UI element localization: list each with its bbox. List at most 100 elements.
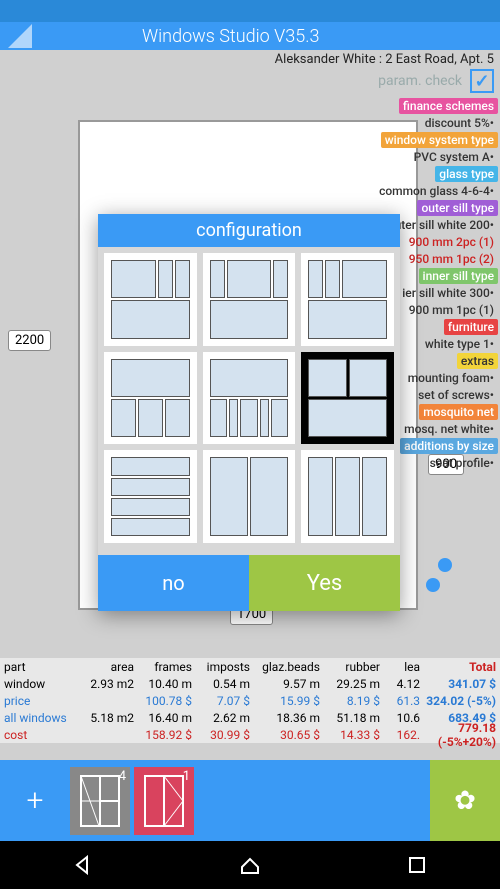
table-header: frames <box>134 660 192 674</box>
option-category-pill[interactable]: furniture <box>444 319 498 335</box>
pane-icon <box>210 399 228 437</box>
pane-icon <box>325 260 340 298</box>
table-cell: 158.92 $ <box>134 728 192 742</box>
status-bar <box>0 0 500 22</box>
table-cell: 30.99 $ <box>192 728 250 742</box>
customer-info: Aleksander White : 2 East Road, Apt. 5 <box>0 50 500 67</box>
table-cell: 29.25 m <box>320 677 380 691</box>
table-cell: 51.18 m <box>320 711 380 725</box>
pane-icon <box>362 457 387 536</box>
thumb-count: 4 <box>119 769 126 784</box>
bottom-toolbar: + 4 1 ✿ <box>0 760 500 841</box>
option-value-line: common glass 4-6-4• <box>328 183 498 199</box>
table-cell: 10.40 m <box>134 677 192 691</box>
table-cell: 0.54 m <box>192 677 250 691</box>
table-cell: 14.33 $ <box>320 728 380 742</box>
config-option[interactable] <box>301 253 394 346</box>
config-option[interactable] <box>104 450 197 543</box>
recent-icon[interactable] <box>405 853 429 877</box>
pane-icon <box>240 399 258 437</box>
config-option[interactable] <box>104 253 197 346</box>
android-nav-bar <box>0 841 500 889</box>
add-window-button[interactable]: + <box>0 760 70 841</box>
pane-icon <box>210 359 289 397</box>
pane-icon <box>229 399 238 437</box>
option-category-pill[interactable]: inner sill type <box>419 268 498 284</box>
pane-icon <box>210 260 225 298</box>
option-category-pill[interactable]: extras <box>457 353 498 369</box>
pane-icon <box>165 399 190 437</box>
config-option[interactable] <box>301 450 394 543</box>
pane-icon <box>111 260 156 298</box>
table-header: glaz.beads <box>250 660 320 674</box>
pane-icon <box>271 399 289 437</box>
pane-icon <box>260 399 269 437</box>
config-option[interactable] <box>203 253 296 346</box>
table-cell: 4.12 <box>380 677 420 691</box>
pane-icon <box>308 457 333 536</box>
pane-icon <box>308 260 323 298</box>
pane-icon <box>111 359 190 397</box>
pane-icon <box>210 300 289 338</box>
table-cell: 10.6 <box>380 711 420 725</box>
table-header: area <box>76 660 134 674</box>
table-cell: 324.02 (-5%) <box>420 694 496 708</box>
config-option[interactable] <box>203 352 296 445</box>
config-option[interactable] <box>301 352 394 445</box>
pane-icon <box>227 260 272 298</box>
pane-icon <box>335 457 360 536</box>
option-category-pill[interactable]: window system type <box>381 132 498 148</box>
pane-icon <box>175 260 190 298</box>
config-option[interactable] <box>104 352 197 445</box>
option-category-pill[interactable]: additions by size <box>400 438 498 454</box>
table-row: price100.78 $7.07 $15.99 $8.19 $61.3324.… <box>0 692 500 709</box>
window-thumb-1[interactable]: 4 <box>70 767 130 835</box>
table-header: rubber <box>320 660 380 674</box>
table-header: part <box>4 660 76 674</box>
home-icon[interactable] <box>238 853 262 877</box>
table-cell: 341.07 $ <box>420 677 496 691</box>
option-category-pill[interactable]: glass type <box>435 166 498 182</box>
pane-icon <box>273 260 288 298</box>
table-row: window2.93 m210.40 m0.54 m9.57 m29.25 m4… <box>0 675 500 692</box>
yes-button[interactable]: Yes <box>249 555 400 611</box>
table-cell: cost <box>4 728 76 742</box>
configuration-grid <box>98 247 400 549</box>
back-icon[interactable] <box>71 853 95 877</box>
config-option[interactable] <box>203 450 296 543</box>
table-header: imposts <box>192 660 250 674</box>
option-category-pill[interactable]: outer sill type <box>417 200 498 216</box>
settings-flower-button[interactable]: ✿ <box>430 760 500 841</box>
table-cell: 18.36 m <box>250 711 320 725</box>
table-cell: 779.18 (-5%+20%) <box>420 721 496 749</box>
dimension-height[interactable]: 2200 <box>8 330 51 351</box>
table-cell: 9.57 m <box>250 677 320 691</box>
pane-icon <box>210 457 248 536</box>
dialog-title: configuration <box>98 214 400 247</box>
table-cell: all windows <box>4 711 76 725</box>
pane-icon <box>342 260 387 298</box>
table-cell: window <box>4 677 76 691</box>
option-value-line: PVC system A• <box>328 149 498 165</box>
table-cell: 2.62 m <box>192 711 250 725</box>
table-header: Total <box>420 660 496 674</box>
option-category-pill[interactable]: finance schemes <box>399 98 498 114</box>
window-thumb-2[interactable]: 1 <box>134 767 194 835</box>
table-cell: 61.3 <box>380 694 420 708</box>
param-check-checkbox[interactable]: ✓ <box>470 69 494 93</box>
table-cell: 15.99 $ <box>250 694 320 708</box>
handle-dot-icon[interactable] <box>438 558 452 572</box>
menu-corner-icon[interactable] <box>8 24 32 48</box>
table-cell: price <box>4 694 76 708</box>
table-header: lea <box>380 660 420 674</box>
pane-icon <box>308 359 346 397</box>
app-bar: Windows Studio V35.3 <box>0 22 500 50</box>
table-cell: 16.40 m <box>134 711 192 725</box>
configuration-dialog: configuration no Yes <box>98 214 400 611</box>
handle-dot-icon[interactable] <box>426 578 440 592</box>
pane-icon <box>158 260 173 298</box>
no-button[interactable]: no <box>98 555 249 611</box>
pane-icon <box>349 359 387 397</box>
app-title: Windows Studio V35.3 <box>142 26 320 47</box>
option-category-pill[interactable]: mosquito net <box>419 404 498 420</box>
